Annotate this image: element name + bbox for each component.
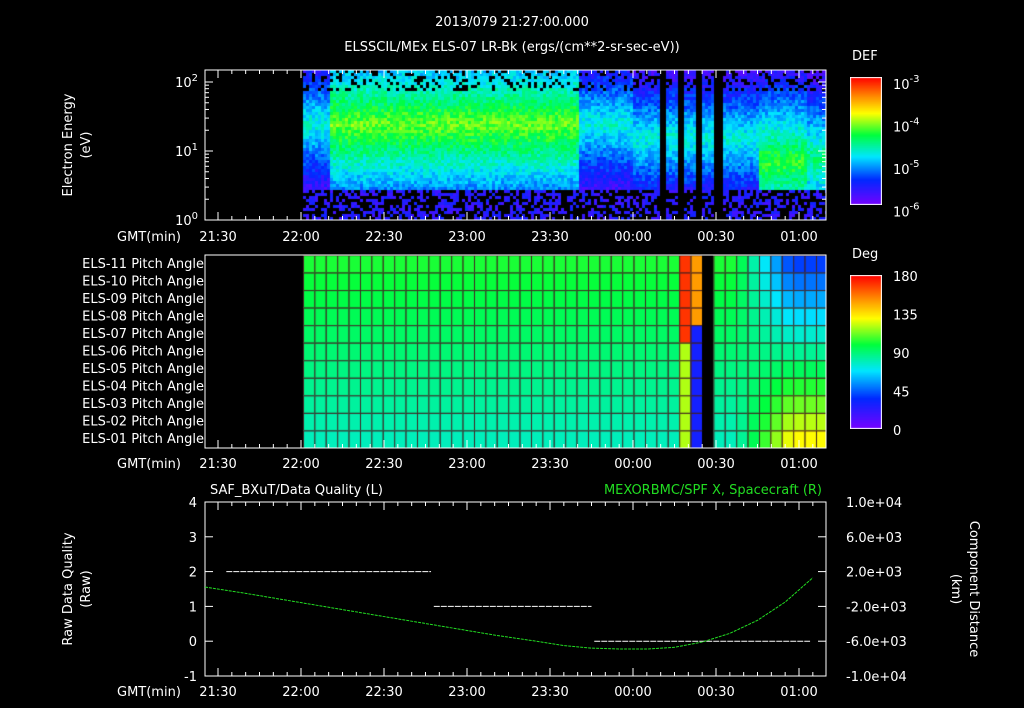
time-tick-label: 01:00 — [780, 457, 817, 472]
deg-colorbar-title: Deg — [852, 247, 878, 262]
pitch-row-label: ELS-07 Pitch Angle — [82, 327, 204, 342]
quality-tick-label: 2 — [189, 566, 197, 581]
pitch-angle-image — [205, 255, 826, 448]
time-tick-label: 00:00 — [614, 230, 651, 245]
panel1-title: ELSSCIL/MEx ELS-07 LR-Bk (ergs/(cm**2-sr… — [344, 40, 679, 55]
pitch-row-label: ELS-11 Pitch Angle — [82, 257, 204, 272]
time-tick-label: 21:30 — [199, 685, 236, 700]
panel-frame — [204, 69, 827, 221]
pitch-row-label: ELS-05 Pitch Angle — [82, 362, 204, 377]
time-tick-label: 22:30 — [365, 685, 402, 700]
time-tick-label: 22:00 — [282, 457, 319, 472]
pitch-row-label: ELS-01 Pitch Angle — [82, 432, 204, 447]
distance-line — [204, 577, 814, 650]
electron-spectrogram-image — [205, 70, 826, 220]
def-colorbar-tick-label: 10-3 — [893, 74, 920, 93]
deg-colorbar-tick-label: 180 — [893, 270, 918, 285]
panel-frame — [204, 254, 827, 449]
time-tick-label: 23:00 — [448, 230, 485, 245]
distance-tick-label: -1.0e+04 — [846, 670, 907, 685]
time-tick-label: 23:30 — [531, 685, 568, 700]
pitch-row-label: ELS-10 Pitch Angle — [82, 275, 204, 290]
energy-tick-label: 101 — [175, 142, 198, 160]
quality-axis-label: Raw Data Quality — [61, 532, 76, 645]
pitch-row-label: ELS-04 Pitch Angle — [82, 380, 204, 395]
def-colorbar-title: DEF — [852, 49, 878, 64]
quality-title: SAF_BXuT/Data Quality (L) — [210, 483, 383, 498]
quality-tick-label: 4 — [189, 496, 197, 511]
distance-tick-label: 2.0e+03 — [846, 566, 902, 581]
def-colorbar — [850, 77, 882, 205]
time-tick-label: 21:30 — [199, 230, 236, 245]
panel-frame — [204, 501, 827, 677]
time-tick-label: 00:30 — [697, 457, 734, 472]
energy-tick-label: 100 — [175, 211, 198, 229]
time-tick-label: 22:00 — [282, 685, 319, 700]
pitch-row-label: ELS-02 Pitch Angle — [82, 415, 204, 430]
energy-axis-label: (eV) — [79, 131, 94, 158]
quality-axis-label: (Raw) — [79, 570, 94, 608]
time-tick-label: 01:00 — [780, 685, 817, 700]
energy-tick-label: 102 — [175, 73, 198, 91]
deg-colorbar-tick-label: 135 — [893, 309, 918, 324]
def-colorbar-tick-label: 10-6 — [893, 202, 920, 221]
time-tick-label: 00:30 — [697, 685, 734, 700]
distance-axis-label: Component Distance — [966, 521, 981, 657]
deg-colorbar-tick-label: 45 — [893, 386, 910, 401]
quality-tick-label: -1 — [184, 670, 197, 685]
def-colorbar-tick-label: 10-5 — [893, 159, 920, 178]
time-tick-label: 00:00 — [614, 685, 651, 700]
time-tick-label: 23:00 — [448, 457, 485, 472]
energy-axis-label: Electron Energy — [61, 93, 76, 196]
timestamp: 2013/079 21:27:00.000 — [435, 15, 589, 30]
deg-colorbar — [850, 275, 882, 429]
quality-tick-label: 1 — [189, 600, 197, 615]
distance-axis-label: (km) — [948, 574, 963, 604]
time-tick-label: 23:00 — [448, 685, 485, 700]
time-tick-label: 00:00 — [614, 457, 651, 472]
time-tick-label: 00:30 — [697, 230, 734, 245]
deg-colorbar-tick-label: 90 — [893, 347, 910, 362]
time-tick-label: 22:30 — [365, 457, 402, 472]
time-axis-label: GMT(min) — [117, 685, 181, 700]
distance-title: MEXORBMC/SPF X, Spacecraft (R) — [604, 483, 822, 498]
def-colorbar-tick-label: 10-4 — [893, 117, 920, 136]
time-tick-label: 22:00 — [282, 230, 319, 245]
time-tick-label: 01:00 — [780, 230, 817, 245]
quality-tick-label: 3 — [189, 531, 197, 546]
pitch-row-label: ELS-08 Pitch Angle — [82, 310, 204, 325]
pitch-row-label: ELS-03 Pitch Angle — [82, 397, 204, 412]
distance-tick-label: -6.0e+03 — [846, 635, 907, 650]
pitch-row-label: ELS-06 Pitch Angle — [82, 345, 204, 360]
distance-tick-label: -2.0e+03 — [846, 600, 907, 615]
time-tick-label: 23:30 — [531, 230, 568, 245]
distance-tick-label: 6.0e+03 — [846, 531, 902, 546]
pitch-row-label: ELS-09 Pitch Angle — [82, 292, 204, 307]
deg-colorbar-tick-label: 0 — [893, 424, 901, 439]
time-axis-label: GMT(min) — [117, 457, 181, 472]
time-tick-label: 21:30 — [199, 457, 236, 472]
time-tick-label: 23:30 — [531, 457, 568, 472]
distance-tick-label: 1.0e+04 — [846, 496, 902, 511]
quality-tick-label: 0 — [189, 635, 197, 650]
time-tick-label: 22:30 — [365, 230, 402, 245]
time-axis-label: GMT(min) — [117, 230, 181, 245]
